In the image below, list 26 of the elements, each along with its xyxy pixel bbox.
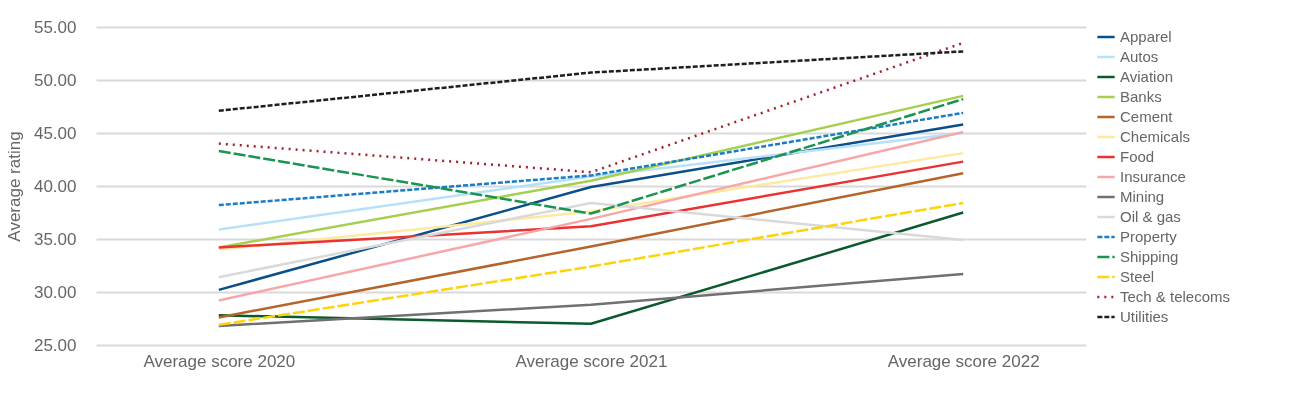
legend-label: Tech & telecoms xyxy=(1120,288,1231,305)
y-tick-label: 25.00 xyxy=(33,335,77,355)
x-tick-label: Average score 2022 xyxy=(887,351,1040,371)
x-tick-label: Average score 2020 xyxy=(143,351,296,371)
legend-label: Mining xyxy=(1120,188,1165,205)
legend-label: Property xyxy=(1120,228,1178,245)
legend-label: Banks xyxy=(1120,88,1162,105)
y-tick-label: 55.00 xyxy=(33,17,77,37)
legend-label: Shipping xyxy=(1120,248,1179,265)
legend-label: Food xyxy=(1120,148,1155,165)
legend-label: Oil & gas xyxy=(1120,208,1181,225)
legend-label: Steel xyxy=(1120,268,1155,285)
y-tick-label: 30.00 xyxy=(33,282,77,302)
y-tick-label: 45.00 xyxy=(33,123,77,143)
legend-label: Insurance xyxy=(1120,168,1186,185)
y-tick-label: 40.00 xyxy=(33,176,77,196)
legend-label: Autos xyxy=(1120,48,1159,65)
legend-label: Cement xyxy=(1120,108,1174,125)
y-axis-title: Average rating xyxy=(4,131,24,242)
legend-label: Utilities xyxy=(1120,308,1169,325)
y-tick-label: 50.00 xyxy=(33,70,77,90)
legend-label: Aviation xyxy=(1120,68,1174,85)
y-tick-label: 35.00 xyxy=(33,229,77,249)
legend-label: Chemicals xyxy=(1120,128,1191,145)
legend-label: Apparel xyxy=(1120,28,1172,45)
x-tick-label: Average score 2021 xyxy=(515,351,668,371)
